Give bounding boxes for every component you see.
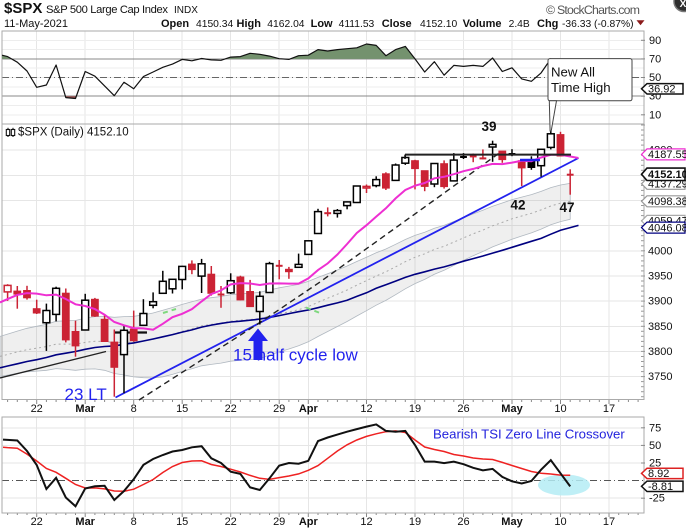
svg-text:4046.08: 4046.08 [648,222,686,234]
svg-text:$SPX (Daily) 4152.10: $SPX (Daily) 4152.10 [18,127,129,139]
svg-text:22: 22 [225,403,237,415]
svg-text:90: 90 [649,35,661,47]
svg-text:22: 22 [31,516,43,528]
svg-text:10: 10 [649,109,661,121]
svg-text:26: 26 [457,516,469,528]
svg-text:39: 39 [481,119,496,134]
svg-text:Mar: Mar [75,516,95,528]
svg-text:Bearish TSI Zero Line Crossove: Bearish TSI Zero Line Crossover [433,427,625,442]
svg-text:22: 22 [31,403,43,415]
svg-text:10: 10 [554,516,566,528]
svg-text:3850: 3850 [648,321,672,333]
svg-text:75: 75 [649,422,661,434]
svg-text:19: 19 [409,516,421,528]
svg-text:36.92: 36.92 [648,84,676,96]
svg-text:25: 25 [649,458,661,470]
svg-text:X: X [680,0,686,10]
svg-text:10: 10 [554,403,566,415]
svg-text:50: 50 [649,72,661,84]
svg-text:3950: 3950 [648,271,672,283]
svg-text:3750: 3750 [648,371,672,383]
svg-text:15 half cycle low: 15 half cycle low [233,346,358,365]
svg-text:42: 42 [510,198,525,213]
svg-text:Apr: Apr [299,516,319,528]
svg-text:4187.55: 4187.55 [648,149,686,161]
svg-text:8: 8 [131,403,137,415]
svg-text:3900: 3900 [648,296,672,308]
svg-text:8: 8 [131,516,137,528]
svg-text:© StockCharts.com: © StockCharts.com [546,3,640,17]
svg-text:4137.29: 4137.29 [648,179,686,191]
svg-text:Apr: Apr [299,403,319,415]
svg-text:Time High: Time High [551,80,611,95]
svg-text:May: May [501,403,523,415]
svg-text:S&P 500 Large Cap Index: S&P 500 Large Cap Index [46,4,168,16]
svg-text:12: 12 [360,403,372,415]
svg-text:22: 22 [225,516,237,528]
svg-text:17: 17 [603,403,615,415]
svg-text:3800: 3800 [648,346,672,358]
svg-text:4000: 4000 [648,245,672,257]
svg-text:50: 50 [649,440,661,452]
svg-text:23 LT: 23 LT [65,385,107,404]
svg-text:4098.38: 4098.38 [648,196,686,208]
svg-text:-8.81: -8.81 [648,481,673,493]
svg-text:17: 17 [603,516,615,528]
svg-text:New All: New All [551,65,595,80]
svg-text:29: 29 [273,516,285,528]
svg-text:29: 29 [273,403,285,415]
svg-text:8.92: 8.92 [648,468,669,480]
svg-text:May: May [501,516,523,528]
svg-text:12: 12 [360,516,372,528]
svg-text:11-May-2021: 11-May-2021 [4,18,68,30]
svg-text:26: 26 [457,403,469,415]
svg-text:INDX: INDX [174,5,198,16]
svg-text:70: 70 [649,53,661,65]
svg-text:15: 15 [176,516,188,528]
svg-text:4152.10: 4152.10 [648,169,686,181]
svg-text:-25: -25 [649,493,665,505]
svg-text:$SPX: $SPX [4,0,42,17]
svg-text:15: 15 [176,403,188,415]
svg-text:Mar: Mar [75,403,95,415]
svg-text:47: 47 [559,200,574,215]
svg-text:19: 19 [409,403,421,415]
